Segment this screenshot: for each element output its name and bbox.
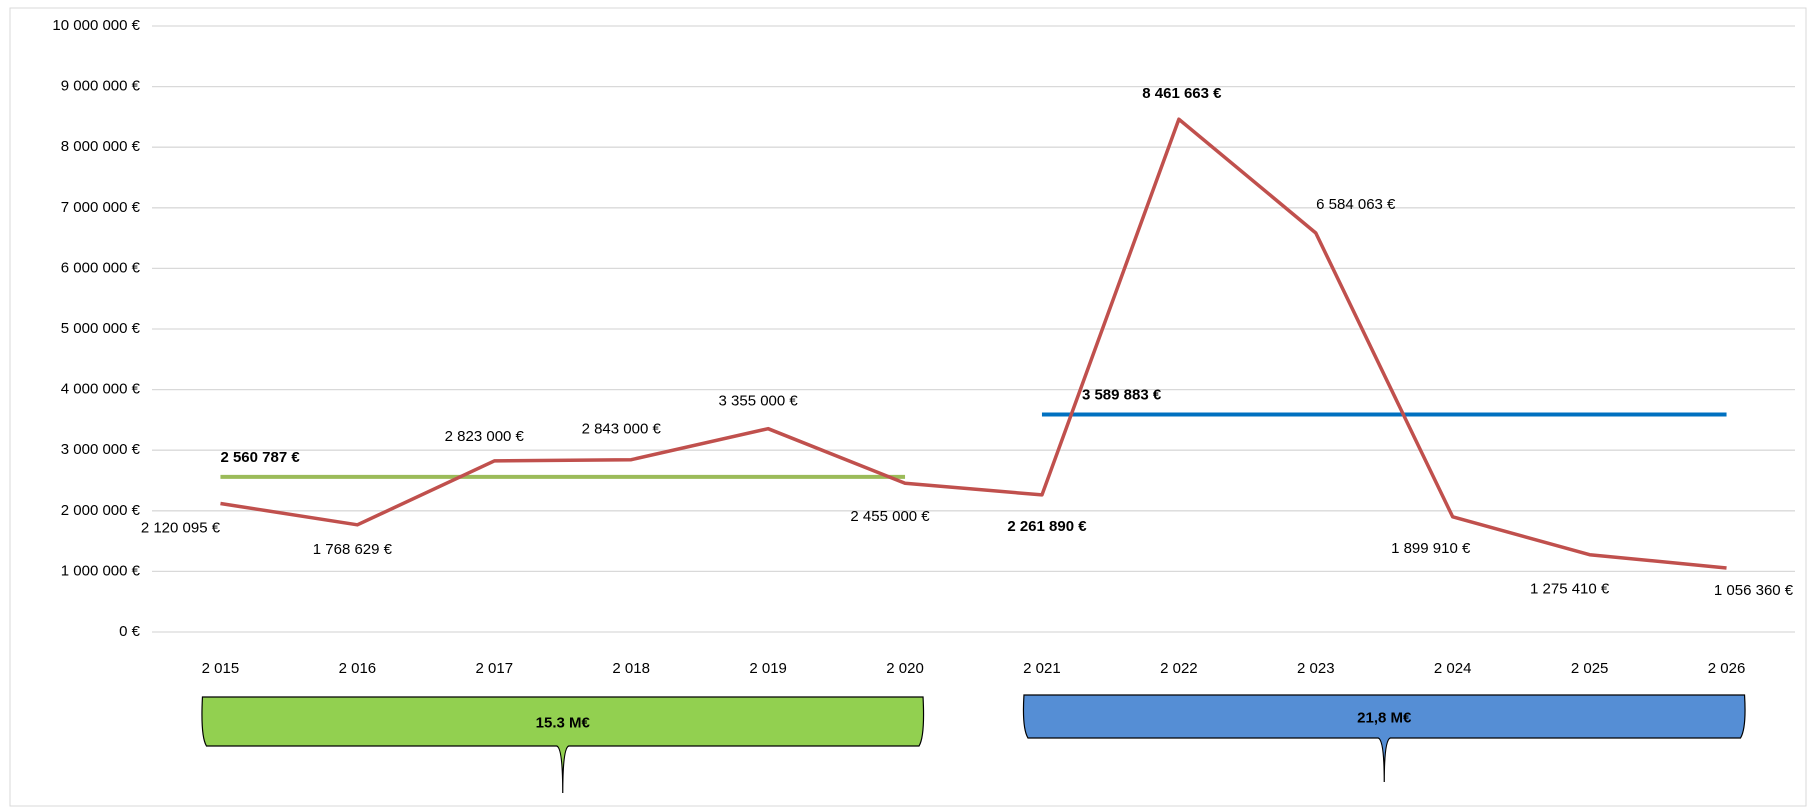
data-label: 6 584 063 € [1316,196,1396,213]
average-label: 2 560 787 € [220,449,300,466]
y-tick-label: 8 000 000 € [61,138,141,155]
x-tick-label: 2 022 [1160,660,1198,677]
x-tick-label: 2 018 [612,660,650,677]
data-label: 1 768 629 € [313,541,393,558]
y-tick-label: 5 000 000 € [61,320,141,337]
x-tick-label: 2 016 [339,660,377,677]
data-label: 2 261 890 € [1007,518,1087,535]
data-label: 8 461 663 € [1142,85,1222,102]
data-label: 2 120 095 € [141,519,221,536]
y-tick-label: 0 € [119,623,141,640]
data-label: 2 843 000 € [582,421,662,438]
x-tick-label: 2 015 [202,660,240,677]
x-tick-label: 2 023 [1297,660,1335,677]
y-tick-label: 6 000 000 € [61,259,141,276]
data-label: 1 899 910 € [1391,540,1471,557]
x-tick-label: 2 017 [476,660,514,677]
x-tick-label: 2 025 [1571,660,1609,677]
average-label: 3 589 883 € [1082,386,1162,403]
bracket-label: 21,8 M€ [1357,709,1412,726]
chart-frame [9,7,1807,807]
data-label: 1 056 360 € [1714,582,1794,599]
y-tick-label: 4 000 000 € [61,381,141,398]
y-tick-label: 3 000 000 € [61,441,141,458]
y-tick-label: 1 000 000 € [61,562,141,579]
x-tick-label: 2 020 [886,660,924,677]
data-line [220,117,1727,570]
y-tick-label: 7 000 000 € [61,199,141,216]
data-label: 2 823 000 € [445,428,525,445]
y-tick-label: 10 000 000 € [52,17,140,34]
y-tick-label: 9 000 000 € [61,78,141,95]
x-tick-label: 2 026 [1708,660,1746,677]
data-label: 3 355 000 € [719,393,799,410]
bracket [1022,694,1746,783]
x-tick-label: 2 019 [749,660,787,677]
x-tick-label: 2 021 [1023,660,1061,677]
data-label: 1 275 410 € [1530,581,1610,598]
bracket [201,696,925,794]
y-tick-label: 2 000 000 € [61,502,141,519]
x-tick-label: 2 024 [1434,660,1472,677]
bracket-label: 15.3 M€ [536,714,591,731]
data-label: 2 455 000 € [850,508,930,525]
